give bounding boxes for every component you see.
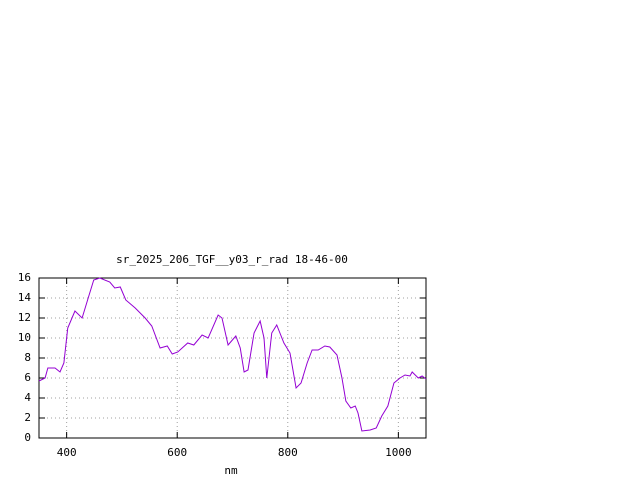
- plot-border: [38, 277, 427, 439]
- y-tick-label: 12: [18, 311, 31, 324]
- x-tick-label: 600: [167, 446, 187, 459]
- x-axis-label: nm: [224, 464, 238, 477]
- y-tick-label: 8: [24, 351, 31, 364]
- x-tick-label: 400: [57, 446, 77, 459]
- y-tick-label: 16: [18, 271, 31, 284]
- chart-title: sr_2025_206_TGF__y03_r_rad 18-46-00: [116, 253, 348, 266]
- y-tick-label: 14: [18, 291, 32, 304]
- y-tick-label: 0: [24, 431, 31, 444]
- y-tick-label: 10: [18, 331, 31, 344]
- y-tick-label: 4: [24, 391, 31, 404]
- y-tick-label: 6: [24, 371, 31, 384]
- x-tick-label: 1000: [385, 446, 412, 459]
- y-tick-label: 2: [24, 411, 31, 424]
- data-line: [38, 277, 427, 432]
- x-tick-label: 800: [278, 446, 298, 459]
